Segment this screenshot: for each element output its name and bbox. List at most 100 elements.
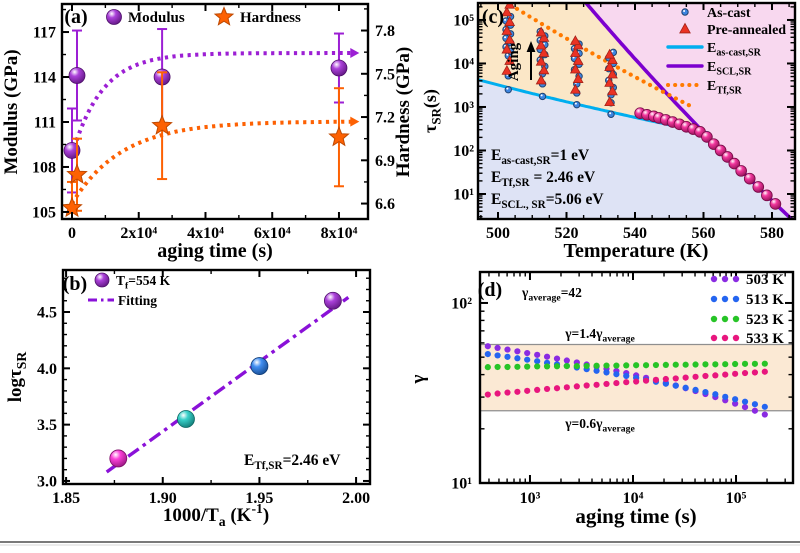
triangle-marker bbox=[604, 96, 616, 107]
triangle-marker bbox=[569, 83, 581, 94]
data-dot bbox=[732, 370, 739, 377]
panel-d-data bbox=[480, 343, 793, 418]
curve-arrowhead bbox=[350, 116, 360, 127]
y-axis-title: logτSR bbox=[5, 352, 29, 403]
data-dot bbox=[652, 376, 660, 383]
data-dot bbox=[633, 362, 640, 369]
x-axis-title: Temperature (K) bbox=[564, 240, 709, 262]
sphere-marker bbox=[63, 142, 81, 159]
data-dot bbox=[761, 368, 768, 375]
y-tick-label: 7.8 bbox=[375, 23, 395, 40]
series-513-K bbox=[484, 350, 768, 410]
y-tick-label: 6.9 bbox=[375, 153, 395, 170]
data-dot bbox=[534, 351, 541, 358]
panel-d: 10³ 10⁴ 10⁵ 10¹ 10² aging time (s) γ (d) γaverag… bbox=[408, 270, 795, 528]
y-tick-label: 114 bbox=[33, 70, 56, 87]
data-dot bbox=[732, 396, 739, 403]
sphere-marker bbox=[743, 172, 756, 185]
data-dot bbox=[722, 371, 729, 378]
data-dot bbox=[692, 373, 699, 380]
data-dot bbox=[563, 357, 570, 364]
data-dot bbox=[623, 372, 630, 380]
legend-label: Fitting bbox=[118, 293, 157, 308]
y-axis-title: τSR(s) bbox=[420, 89, 444, 133]
y-tick-label: 10³ bbox=[453, 99, 474, 116]
series-523-K bbox=[484, 360, 768, 371]
axes: 1.85 1.90 1.95 2.00 3.0 3.5 4.0 4.5 bbox=[37, 268, 372, 507]
triangle-marker bbox=[606, 54, 618, 65]
triangle-marker bbox=[606, 68, 618, 79]
data-dot bbox=[741, 398, 749, 405]
data-dot bbox=[722, 361, 729, 368]
panel-c: Aging 500 520 540 560 580 10¹ 10² 10³ 10⁴ 10⁵ Tempe… bbox=[420, 1, 797, 262]
y-axis-title: γ bbox=[408, 374, 429, 384]
arrhenius-line bbox=[503, 3, 692, 108]
x-tick-label: 10⁵ bbox=[726, 490, 747, 507]
plot-border bbox=[60, 2, 370, 221]
plot-border bbox=[61, 268, 372, 486]
y-tick-label: 10¹ bbox=[451, 476, 472, 493]
legend-label: Tf=554 K bbox=[116, 273, 171, 292]
sphere-marker bbox=[323, 291, 342, 310]
triangle-marker bbox=[501, 6, 513, 17]
panel-c-data bbox=[478, 3, 795, 219]
annotation-gamma-average: γaverage=42 bbox=[521, 285, 582, 304]
data-dot bbox=[652, 361, 660, 369]
data-dot bbox=[583, 382, 590, 389]
data-dot bbox=[751, 401, 759, 408]
legend-dot bbox=[710, 334, 718, 342]
y-tick-label: 10² bbox=[451, 295, 472, 312]
sphere-marker bbox=[728, 157, 741, 170]
y-axis-title-right: Hardness (GPa) bbox=[393, 47, 414, 177]
annotation-activation-energy: ESCL., SR=5.06 eV bbox=[491, 191, 604, 211]
data-dot bbox=[563, 384, 570, 391]
sphere-marker bbox=[177, 410, 195, 428]
data-dot bbox=[662, 375, 669, 383]
series-pre-annealed bbox=[501, 3, 618, 107]
marker-highlight bbox=[611, 50, 614, 53]
data-dot bbox=[504, 353, 511, 360]
fitting-line bbox=[105, 295, 350, 474]
data-dot bbox=[593, 362, 600, 369]
triangle-marker bbox=[504, 55, 516, 65]
x-tick-label: 2x10⁴ bbox=[120, 225, 157, 242]
data-dot bbox=[613, 379, 620, 387]
y-tick-label: 108 bbox=[32, 159, 56, 176]
data-dot bbox=[702, 361, 709, 368]
data-dot bbox=[524, 349, 531, 357]
x-tick-label: 580 bbox=[760, 225, 784, 242]
data-dot bbox=[504, 363, 511, 371]
data-dot bbox=[682, 384, 689, 391]
data-dot bbox=[534, 363, 541, 370]
data-dot bbox=[494, 352, 501, 359]
data-dot bbox=[543, 363, 551, 370]
marker-highlight bbox=[504, 36, 507, 39]
data-dot bbox=[692, 386, 699, 393]
data-dot bbox=[494, 344, 501, 351]
data-dot bbox=[603, 369, 610, 376]
data-dot bbox=[702, 388, 709, 396]
annotation-activation-energy: ETf,SR=2.46 eV bbox=[244, 452, 341, 472]
band-label-bottom: γ=0.6γaverage bbox=[564, 416, 635, 435]
legend-label: 533 K bbox=[746, 331, 784, 347]
x-tick-label: 1.95 bbox=[245, 490, 273, 507]
triangle-marker bbox=[538, 31, 550, 42]
circle-marker bbox=[504, 85, 512, 94]
y-tick-label: 4.0 bbox=[37, 361, 57, 378]
circle-marker bbox=[573, 100, 581, 109]
data-dot bbox=[524, 356, 531, 363]
data-dot bbox=[563, 362, 570, 370]
data-dot bbox=[741, 369, 749, 377]
legend-panel-d: (d) γaverage=42 503 K 513 K 523 K 533 K bbox=[478, 272, 784, 347]
y-tick-label: 3.0 bbox=[37, 473, 57, 490]
series-503-K bbox=[484, 343, 768, 418]
legend-dot bbox=[721, 295, 729, 303]
legend-panel-c: (c) As-cast Pre-annealed Eas-cast,SRESCL,SR… bbox=[482, 6, 786, 97]
triangle-marker bbox=[569, 47, 581, 57]
sphere-marker bbox=[330, 59, 348, 77]
circle-marker bbox=[607, 110, 615, 118]
star-marker bbox=[213, 6, 235, 26]
data-dot bbox=[702, 372, 709, 380]
x-tick-label: 10⁴ bbox=[623, 490, 644, 507]
triangle-marker bbox=[569, 35, 581, 45]
